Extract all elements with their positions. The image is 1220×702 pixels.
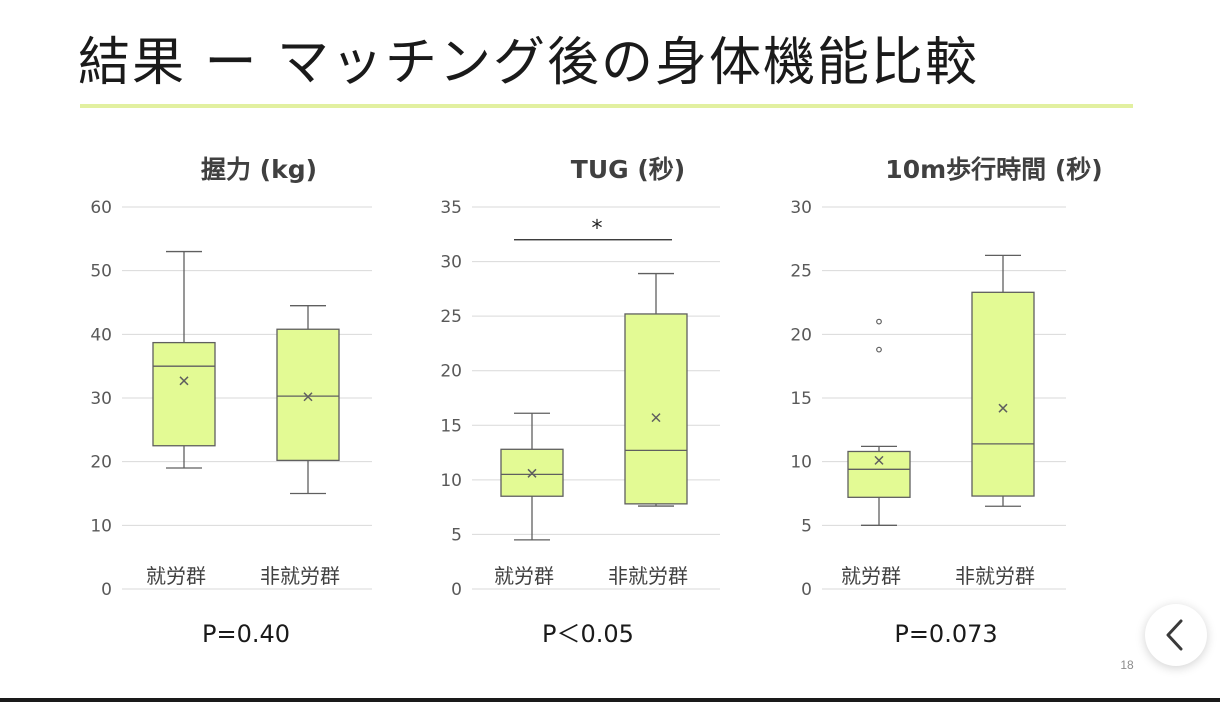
category-label: 非就労群 (260, 564, 340, 588)
mean-marker (874, 455, 884, 465)
y-tick-label: 25 (790, 262, 812, 282)
y-tick-label: 30 (440, 253, 462, 273)
y-tick-label: 20 (440, 362, 462, 382)
y-tick-label: 5 (801, 516, 812, 536)
y-tick-label: 20 (90, 453, 112, 473)
box-iqr (847, 450, 911, 498)
category-label: 非就労群 (955, 564, 1035, 588)
y-tick-label: 10 (440, 471, 462, 491)
slide-title: 結果 ー マッチング後の身体機能比較 (78, 33, 980, 93)
y-tick-label: 60 (90, 198, 112, 218)
outlier-point (876, 318, 882, 325)
y-tick-label: 10 (790, 453, 812, 473)
p-value: P=0.073 (894, 620, 997, 648)
mean-marker (303, 392, 313, 402)
chart-title: TUG (秒) (571, 155, 685, 184)
y-tick-label: 30 (90, 389, 112, 409)
y-tick-label: 0 (451, 580, 462, 600)
p-value: P=0.40 (202, 620, 290, 648)
p-value: P＜0.05 (542, 620, 634, 648)
box-iqr (276, 328, 340, 462)
outlier-point (876, 346, 882, 353)
page-number: 18 (1120, 658, 1134, 672)
y-tick-label: 35 (440, 198, 462, 218)
y-tick-label: 40 (90, 325, 112, 345)
category-label: 就労群 (146, 564, 206, 588)
chart-title: 10m歩行時間 (秒) (885, 155, 1102, 184)
chart-title: 握力 (kg) (201, 155, 317, 184)
mean-marker (527, 468, 537, 478)
box-iqr (971, 291, 1035, 497)
y-tick-label: 0 (101, 580, 112, 600)
box-iqr (152, 341, 216, 447)
y-tick-label: 10 (90, 516, 112, 536)
category-label: 就労群 (841, 564, 901, 588)
mean-marker (179, 376, 189, 386)
y-tick-label: 5 (451, 525, 462, 545)
title-divider (80, 104, 1133, 108)
back-button[interactable] (1145, 604, 1207, 666)
mean-marker (651, 413, 661, 423)
y-tick-label: 50 (90, 262, 112, 282)
y-tick-label: 15 (790, 389, 812, 409)
box-iqr (624, 313, 688, 505)
category-label: 非就労群 (608, 564, 688, 588)
y-tick-label: 20 (790, 325, 812, 345)
y-tick-label: 0 (801, 580, 812, 600)
mean-marker (998, 403, 1008, 413)
bottom-bar (0, 698, 1220, 702)
y-tick-label: 30 (790, 198, 812, 218)
chevron-left-icon[interactable] (1145, 604, 1207, 666)
significance-marker: * (592, 217, 603, 242)
y-tick-label: 15 (440, 416, 462, 436)
category-label: 就労群 (494, 564, 554, 588)
y-tick-label: 25 (440, 307, 462, 327)
